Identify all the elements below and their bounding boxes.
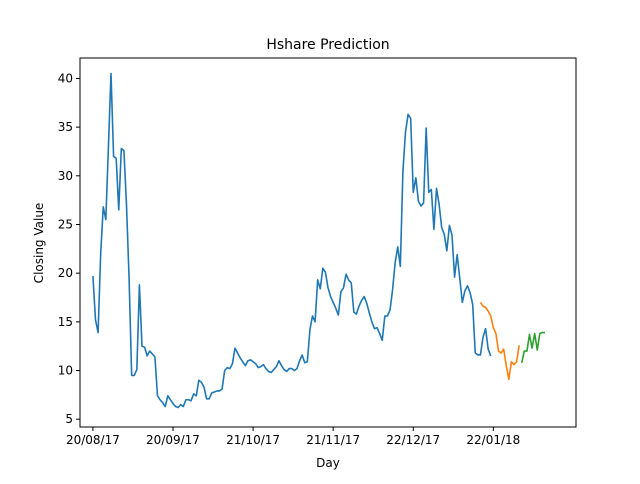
- series-layer: [92, 72, 545, 409]
- y-tick-label: 20: [58, 266, 73, 280]
- y-axis-ticks: 5 10 15 20 25 30 35 40: [58, 71, 80, 426]
- y-tick-label: 30: [58, 169, 73, 183]
- y-tick-label: 25: [58, 217, 73, 231]
- y-tick-label: 35: [58, 120, 73, 134]
- series-line-2: [479, 301, 520, 381]
- x-axis-label: Day: [316, 456, 340, 470]
- x-tick-label: 22/12/17: [386, 433, 440, 447]
- x-tick-label: 20/09/17: [146, 433, 200, 447]
- y-tick-label: 10: [58, 364, 73, 378]
- x-tick-label: 21/10/17: [226, 433, 280, 447]
- y-tick-label: 40: [58, 71, 73, 85]
- axes-frame: [79, 57, 577, 428]
- series-line-1: [92, 72, 492, 409]
- x-tick-label: 22/01/18: [466, 433, 520, 447]
- chart-title: Hshare Prediction: [266, 37, 389, 53]
- x-tick-label: 21/11/17: [306, 433, 360, 447]
- x-axis-ticks: 20/08/17 20/09/17 21/10/17 21/11/17 22/12/17…: [66, 427, 520, 447]
- y-axis-label: Closing Value: [32, 203, 46, 284]
- plot-area: [80, 58, 576, 427]
- x-tick-label: 20/08/17: [66, 433, 120, 447]
- series-line-3: [520, 331, 545, 363]
- y-tick-label: 5: [65, 412, 73, 426]
- y-tick-label: 15: [58, 315, 73, 329]
